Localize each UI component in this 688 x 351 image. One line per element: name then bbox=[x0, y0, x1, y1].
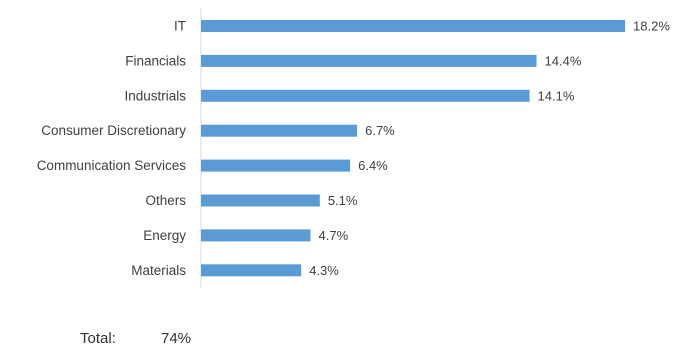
value-label: 4.7% bbox=[319, 228, 349, 243]
value-label: 14.4% bbox=[545, 53, 582, 68]
category-label: Consumer Discretionary bbox=[41, 123, 186, 138]
category-label: Industrials bbox=[124, 88, 186, 103]
bar-chart: IT Financials Industrials Consumer Discreti… bbox=[37, 8, 670, 288]
bar bbox=[201, 124, 358, 137]
category-label: Financials bbox=[125, 53, 186, 68]
bars-group bbox=[201, 20, 626, 277]
category-label: Others bbox=[145, 193, 186, 208]
value-label: 5.1% bbox=[328, 193, 358, 208]
value-label: 18.2% bbox=[633, 19, 670, 34]
value-label: 6.7% bbox=[365, 123, 395, 138]
bar bbox=[201, 194, 320, 207]
bar bbox=[201, 229, 311, 242]
value-labels-group: 18.2% 14.4% 14.1% 6.7% 6.4% 5.1% 4.7% 4.3% bbox=[309, 19, 670, 278]
bar bbox=[201, 264, 302, 277]
category-label: IT bbox=[174, 19, 186, 34]
total-row: Total: 74% bbox=[80, 330, 191, 347]
bar bbox=[201, 89, 530, 102]
value-label: 4.3% bbox=[309, 263, 339, 278]
bar bbox=[201, 159, 351, 172]
bar bbox=[201, 54, 537, 67]
bar bbox=[201, 20, 626, 32]
value-label: 14.1% bbox=[538, 88, 575, 103]
category-label: Communication Services bbox=[37, 158, 187, 173]
category-label: Energy bbox=[143, 228, 186, 243]
category-labels-group: IT Financials Industrials Consumer Discreti… bbox=[37, 19, 187, 278]
category-label: Materials bbox=[131, 263, 186, 278]
value-label: 6.4% bbox=[358, 158, 388, 173]
total-value: 74% bbox=[161, 330, 192, 347]
total-label: Total: bbox=[80, 330, 116, 347]
